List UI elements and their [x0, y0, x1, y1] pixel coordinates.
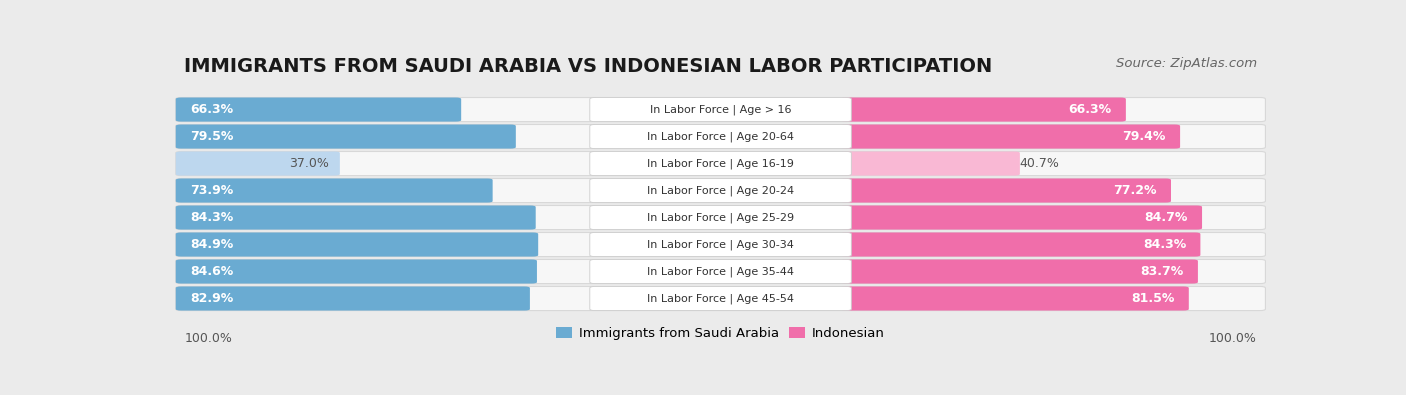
FancyBboxPatch shape — [176, 179, 1265, 203]
Text: 84.7%: 84.7% — [1144, 211, 1188, 224]
Text: 79.5%: 79.5% — [190, 130, 233, 143]
Text: 83.7%: 83.7% — [1140, 265, 1184, 278]
Text: In Labor Force | Age 20-64: In Labor Force | Age 20-64 — [647, 131, 794, 142]
FancyBboxPatch shape — [841, 233, 1201, 257]
FancyBboxPatch shape — [591, 124, 852, 149]
FancyBboxPatch shape — [176, 205, 1265, 229]
Text: IMMIGRANTS FROM SAUDI ARABIA VS INDONESIAN LABOR PARTICIPATION: IMMIGRANTS FROM SAUDI ARABIA VS INDONESI… — [184, 56, 993, 75]
Text: 79.4%: 79.4% — [1122, 130, 1166, 143]
FancyBboxPatch shape — [176, 260, 1265, 284]
FancyBboxPatch shape — [591, 205, 852, 229]
FancyBboxPatch shape — [176, 152, 1265, 176]
Text: 73.9%: 73.9% — [190, 184, 233, 197]
FancyBboxPatch shape — [176, 233, 1265, 257]
FancyBboxPatch shape — [176, 205, 536, 229]
Text: 84.9%: 84.9% — [190, 238, 233, 251]
FancyBboxPatch shape — [176, 286, 530, 310]
FancyBboxPatch shape — [841, 152, 1019, 176]
FancyBboxPatch shape — [841, 286, 1189, 310]
Legend: Immigrants from Saudi Arabia, Indonesian: Immigrants from Saudi Arabia, Indonesian — [551, 322, 890, 345]
FancyBboxPatch shape — [176, 152, 340, 176]
FancyBboxPatch shape — [591, 286, 852, 310]
FancyBboxPatch shape — [176, 286, 1265, 310]
FancyBboxPatch shape — [841, 260, 1198, 284]
Text: In Labor Force | Age 30-34: In Labor Force | Age 30-34 — [647, 239, 794, 250]
FancyBboxPatch shape — [591, 233, 852, 257]
Text: 40.7%: 40.7% — [1019, 157, 1060, 170]
Text: Source: ZipAtlas.com: Source: ZipAtlas.com — [1115, 56, 1257, 70]
Text: 82.9%: 82.9% — [190, 292, 233, 305]
Text: 84.3%: 84.3% — [190, 211, 233, 224]
FancyBboxPatch shape — [176, 98, 461, 122]
FancyBboxPatch shape — [176, 98, 1265, 122]
Text: 84.3%: 84.3% — [1143, 238, 1187, 251]
Text: 81.5%: 81.5% — [1132, 292, 1174, 305]
Text: In Labor Force | Age 35-44: In Labor Force | Age 35-44 — [647, 266, 794, 277]
Text: 77.2%: 77.2% — [1114, 184, 1157, 197]
Text: 100.0%: 100.0% — [1209, 333, 1257, 346]
Text: 66.3%: 66.3% — [190, 103, 233, 116]
Text: 100.0%: 100.0% — [184, 333, 232, 346]
FancyBboxPatch shape — [591, 152, 852, 176]
Text: 37.0%: 37.0% — [290, 157, 329, 170]
FancyBboxPatch shape — [591, 98, 852, 122]
Text: In Labor Force | Age 45-54: In Labor Force | Age 45-54 — [647, 293, 794, 304]
Text: In Labor Force | Age > 16: In Labor Force | Age > 16 — [650, 104, 792, 115]
Text: 84.6%: 84.6% — [190, 265, 233, 278]
FancyBboxPatch shape — [591, 179, 852, 203]
FancyBboxPatch shape — [176, 124, 516, 149]
FancyBboxPatch shape — [841, 98, 1126, 122]
Text: 66.3%: 66.3% — [1069, 103, 1112, 116]
FancyBboxPatch shape — [176, 233, 538, 257]
FancyBboxPatch shape — [176, 260, 537, 284]
FancyBboxPatch shape — [176, 179, 492, 203]
FancyBboxPatch shape — [176, 124, 1265, 149]
FancyBboxPatch shape — [841, 179, 1171, 203]
Text: In Labor Force | Age 16-19: In Labor Force | Age 16-19 — [647, 158, 794, 169]
FancyBboxPatch shape — [591, 260, 852, 284]
FancyBboxPatch shape — [841, 205, 1202, 229]
FancyBboxPatch shape — [841, 124, 1180, 149]
Text: In Labor Force | Age 25-29: In Labor Force | Age 25-29 — [647, 212, 794, 223]
Text: In Labor Force | Age 20-24: In Labor Force | Age 20-24 — [647, 185, 794, 196]
